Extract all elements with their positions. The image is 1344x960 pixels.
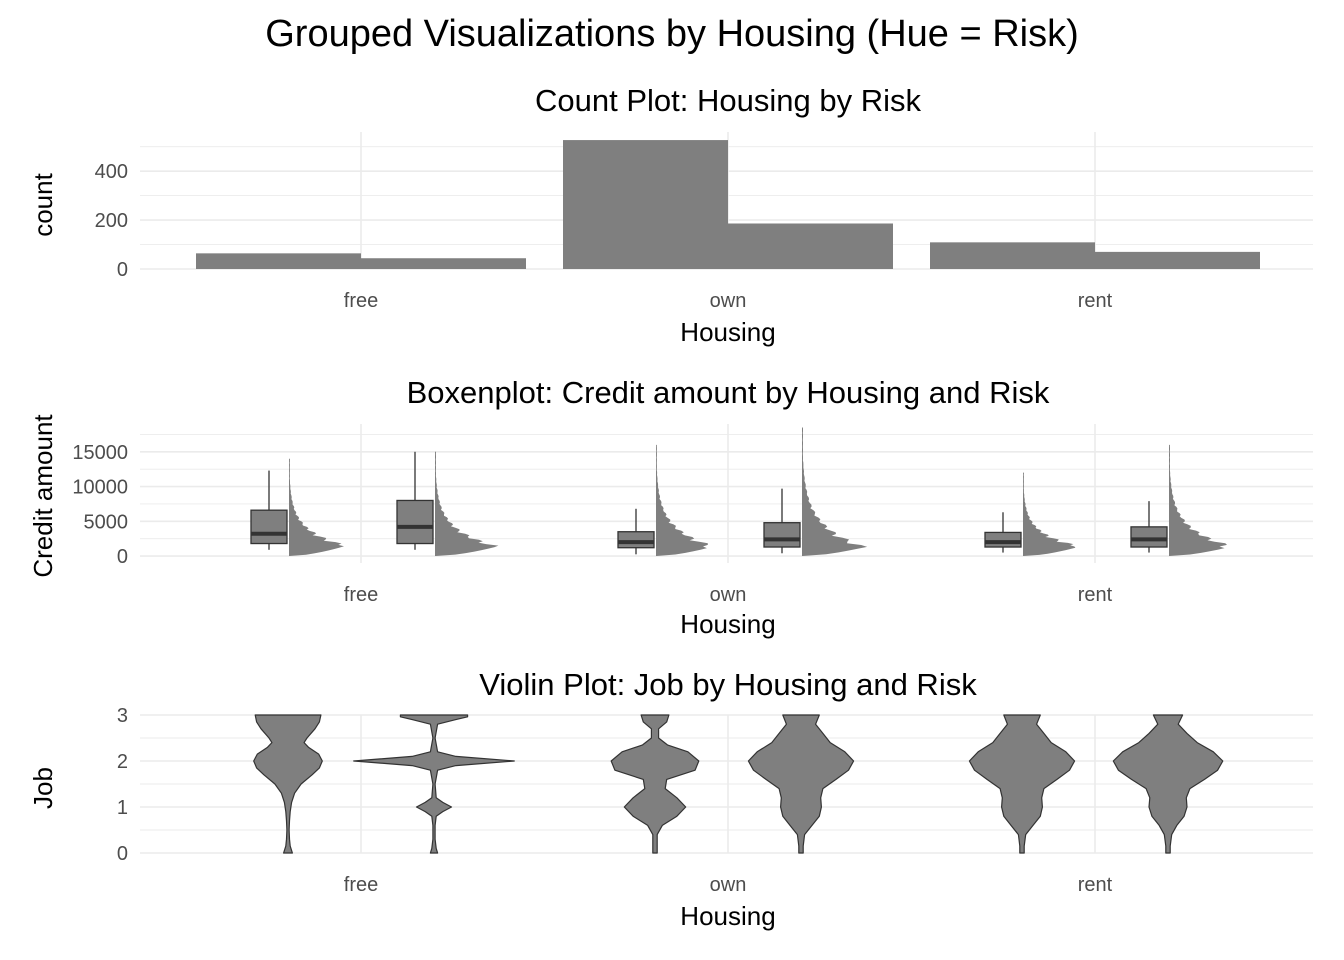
x-tick-label: free: [344, 874, 378, 896]
x-tick-label: own: [710, 290, 747, 312]
x-tick-label: own: [710, 584, 747, 606]
count-plot-panel: Count Plot: Housing by Risk 0 200 400 free…: [28, 83, 1313, 347]
x-tick-label: own: [710, 874, 747, 896]
x-tick-label: rent: [1078, 874, 1113, 896]
y-tick-label: 10000: [72, 477, 128, 499]
box-body: [617, 531, 655, 549]
violin-plot-title: Violin Plot: Job by Housing and Risk: [479, 667, 977, 702]
y-tick-label: 0: [117, 843, 128, 865]
count-bar: [1095, 251, 1260, 269]
violin-shape: [968, 714, 1076, 854]
figure-title: Grouped Visualizations by Housing (Hue =…: [265, 13, 1079, 55]
y-tick-label: 1: [117, 797, 128, 819]
count-bar: [728, 223, 893, 269]
y-tick-label: 0: [117, 546, 128, 568]
violin-shape: [747, 714, 855, 854]
box-body: [396, 499, 434, 545]
density-half: [1169, 444, 1227, 557]
y-tick-label: 15000: [72, 442, 128, 464]
count-plot-ylabel: count: [28, 172, 58, 236]
x-tick-label: rent: [1078, 584, 1113, 606]
y-tick-label: 200: [95, 210, 128, 232]
box-body: [250, 509, 288, 545]
count-plot-title: Count Plot: Housing by Risk: [535, 83, 921, 118]
x-tick-label: free: [344, 290, 378, 312]
boxen-plot-panel: Boxenplot: Credit amount by Housing and …: [28, 375, 1313, 639]
density-half: [289, 458, 344, 557]
y-tick-label: 5000: [84, 511, 129, 533]
violin-plot-panel: Violin Plot: Job by Housing and Risk 0 1 2…: [28, 667, 1313, 931]
x-tick-label: rent: [1078, 290, 1113, 312]
density-half: [656, 444, 708, 557]
y-tick-label: 3: [117, 705, 128, 727]
count-plot-xlabel: Housing: [680, 317, 775, 347]
box-body: [763, 522, 801, 548]
density-half: [802, 427, 868, 557]
x-tick-label: free: [344, 584, 378, 606]
boxen-plot-title: Boxenplot: Credit amount by Housing and …: [407, 375, 1050, 410]
violin-shape: [1112, 714, 1224, 854]
density-half: [435, 451, 499, 557]
count-bar: [563, 140, 728, 269]
density-half: [1023, 472, 1076, 557]
boxen-plot-ylabel: Credit amount: [28, 414, 58, 578]
box-body: [984, 531, 1022, 548]
y-tick-label: 0: [117, 259, 128, 281]
box-body: [1130, 526, 1168, 548]
y-tick-label: 2: [117, 751, 128, 773]
y-tick-label: 400: [95, 161, 128, 183]
count-bar: [361, 258, 526, 269]
boxen-plot-xlabel: Housing: [680, 609, 775, 639]
violin-shape: [253, 714, 323, 854]
violin-plot-ylabel: Job: [28, 767, 58, 809]
violin-shape: [353, 714, 515, 854]
count-bar: [196, 253, 361, 269]
count-bar: [930, 242, 1095, 269]
violin-shape: [610, 714, 700, 854]
violin-plot-xlabel: Housing: [680, 901, 775, 931]
